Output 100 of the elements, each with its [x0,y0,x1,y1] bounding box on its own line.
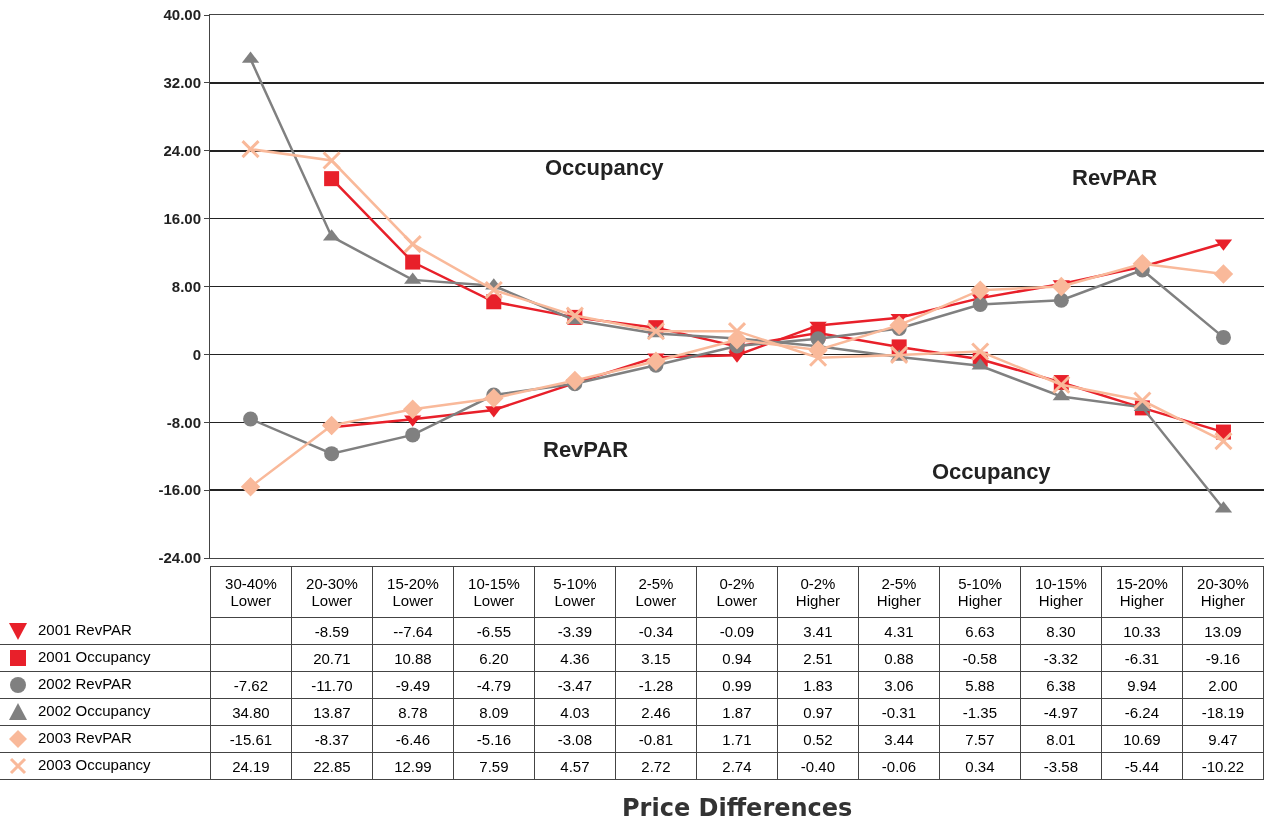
point [403,234,423,254]
x-tick-label: 15-20% Lower [372,566,454,618]
point [484,388,504,408]
y-tick-label: 16.00 [163,209,201,227]
legend-label: 2003 RevPAR [0,725,211,753]
data-label: -8.59 [291,617,373,645]
point [1051,276,1072,297]
data-label: 6.38 [1020,671,1102,699]
x-tick-label: 5-10% Lower [534,566,616,618]
data-label: 1.83 [777,671,859,699]
point [405,427,421,443]
x-tick-label: 0-2% Lower [696,566,778,618]
data-label: 0.97 [777,698,859,726]
y-tick-label: -16.00 [158,481,201,499]
data-label: 2.46 [615,698,697,726]
data-label: -15.61 [210,725,292,753]
data-label: -9.49 [372,671,454,699]
data-label: -3.32 [1020,644,1102,672]
data-label: -11.70 [291,671,373,699]
legend-label: 2002 RevPAR [0,671,211,699]
x-tick-label: 0-2% Higher [777,566,859,618]
point [324,446,340,462]
data-label: 4.57 [534,752,616,780]
x-tick-label: 15-20% Higher [1101,566,1183,618]
data-label: -9.16 [1182,644,1264,672]
data-label: 8.01 [1020,725,1102,753]
point [565,370,585,391]
data-label: 13.87 [291,698,373,726]
data-label: 6.20 [453,644,535,672]
point [405,254,421,270]
x-tick-label: 2-5% Lower [615,566,697,618]
data-label: -18.19 [1182,698,1264,726]
x-tick-label: 20-30% Higher [1182,566,1264,618]
point [1132,391,1152,411]
data-label: 1.71 [696,725,778,753]
annotation: RevPAR [1072,165,1158,190]
data-label: -8.37 [291,725,373,753]
point [243,411,259,427]
data-label: 10.33 [1101,617,1183,645]
point [240,477,261,497]
data-label: -0.31 [858,698,940,726]
data-label: 4.03 [534,698,616,726]
y-tick-label: 8.00 [171,277,201,295]
data-label: 3.15 [615,644,697,672]
data-label: 3.44 [858,725,940,753]
data-label: 6.63 [939,617,1021,645]
data-label: 4.36 [534,644,616,672]
point [970,341,990,361]
data-label: 0.94 [696,644,778,672]
data-label: -0.81 [615,725,697,753]
x-tick-label: 20-30% Lower [291,566,373,618]
data-label: 0.52 [777,725,859,753]
point [402,399,423,419]
data-label: -3.08 [534,725,616,753]
data-label: -6.24 [1101,698,1183,726]
data-label: 2.51 [777,644,859,672]
data-label: 7.57 [939,725,1021,753]
x-tick-label: 2-5% Higher [858,566,940,618]
data-label: 4.31 [858,617,940,645]
point [646,321,666,341]
data-label: 9.94 [1101,671,1183,699]
data-label: 12.99 [372,752,454,780]
point [241,139,261,159]
data-label: -0.06 [858,752,940,780]
legend-label: 2003 Occupancy [0,752,211,780]
annotation: Occupancy [545,155,665,180]
data-label: 24.19 [210,752,292,780]
point [321,415,342,436]
x-tick-label: 30-40% Lower [210,566,292,618]
point [889,315,909,335]
data-label: -6.46 [372,725,454,753]
data-label: -3.39 [534,617,616,645]
point [1053,292,1069,308]
point [1215,329,1231,345]
y-tick-label: -8.00 [166,413,201,431]
data-label: -0.40 [777,752,859,780]
point [1213,264,1234,284]
data-label: -5.44 [1101,752,1183,780]
point [322,151,342,171]
data-label: 8.09 [453,698,535,726]
y-tick-label: 40.00 [163,6,201,24]
data-label: --7.64 [372,617,454,645]
y-tick-label: 32.00 [163,74,201,92]
point [324,171,340,187]
data-label: 2.72 [615,752,697,780]
point [1132,253,1153,274]
data-label: -4.97 [1020,698,1102,726]
data-label: -10.22 [1182,752,1264,780]
data-label: 34.80 [210,698,292,726]
point [727,321,747,341]
data-label: -4.79 [453,671,535,699]
text: Price Differences [622,794,853,822]
data-label: 10.69 [1101,725,1183,753]
y-tick-label: 0 [192,345,201,363]
data-label: -1.35 [939,698,1021,726]
annotation: Occupancy [932,459,1052,484]
data-label: -6.55 [453,617,535,645]
data-label: -0.09 [696,617,778,645]
data-label: -6.31 [1101,644,1183,672]
data-label: 3.41 [777,617,859,645]
